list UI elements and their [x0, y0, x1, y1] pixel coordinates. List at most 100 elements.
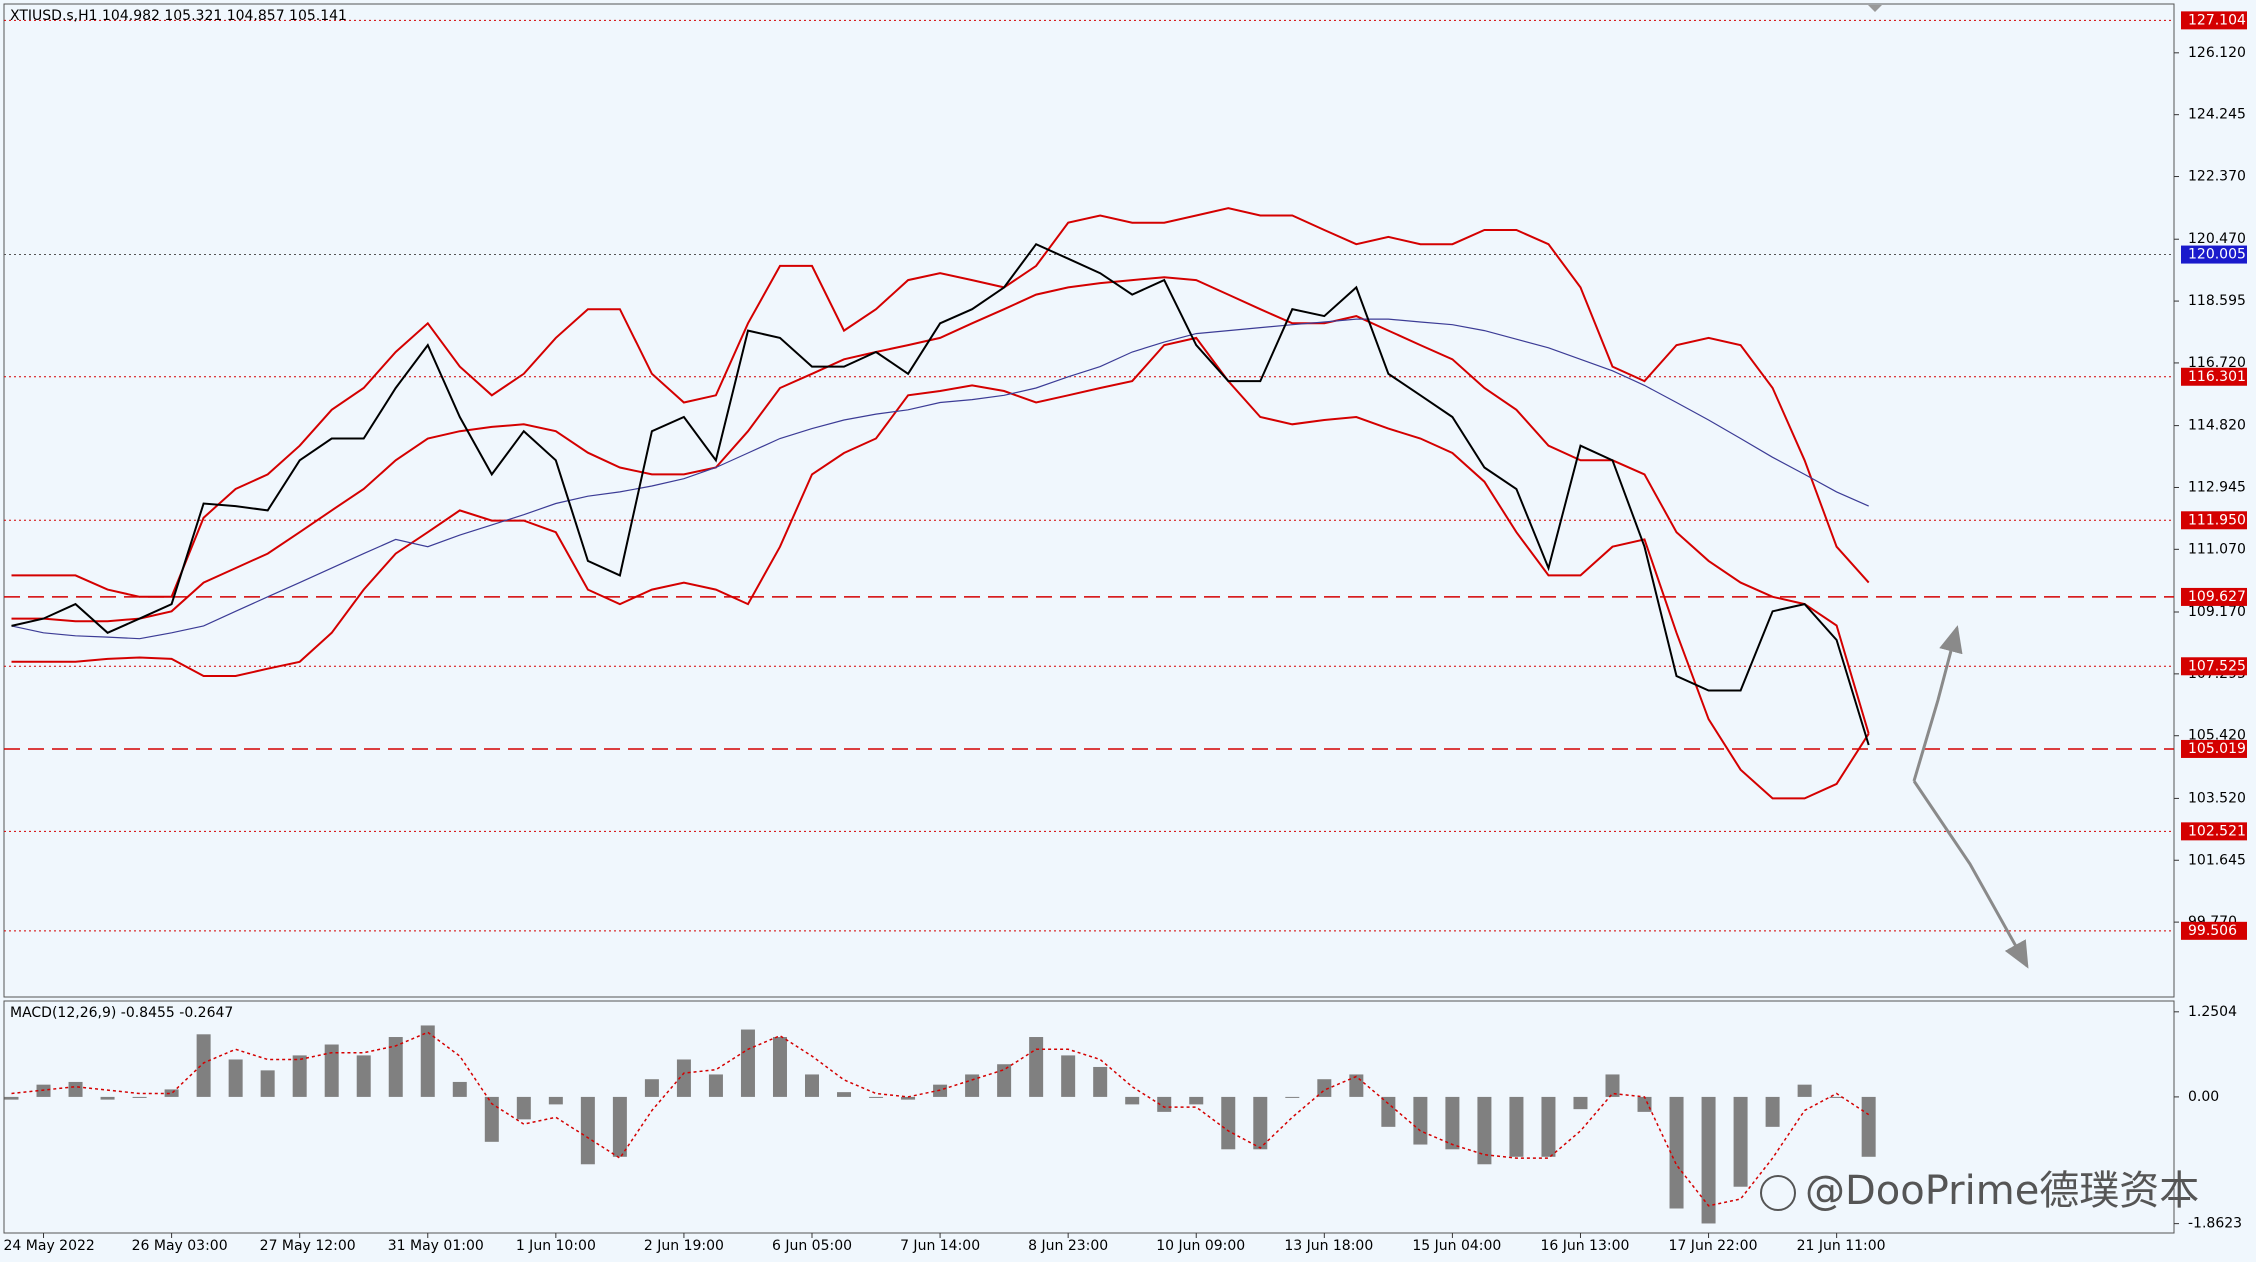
y-tick-label: 0.00 [2188, 1089, 2219, 1105]
price-pane [3, 3, 2175, 998]
histogram-bar [901, 1096, 916, 1100]
histogram-bar [1157, 1096, 1172, 1112]
histogram-bar [68, 1081, 83, 1097]
histogram-bar [869, 1096, 884, 1098]
series-line [11, 276, 1870, 734]
price-layer: 126.120 124.245 122.370 120.470 118.595 116.7… [4, 11, 2247, 940]
histogram-bar [420, 1025, 435, 1097]
y-tick-label: 118.595 [2188, 293, 2246, 309]
histogram-bar [516, 1096, 531, 1120]
histogram-bar [1061, 1055, 1076, 1097]
y-tick-label: 105.420 [2188, 728, 2246, 744]
histogram-bar [1605, 1074, 1620, 1097]
projection-up [1912, 625, 1963, 782]
level-tag [2181, 739, 2247, 758]
histogram-bar [1861, 1096, 1876, 1157]
level-tag [2181, 921, 2247, 940]
macd-pane [3, 1000, 2175, 1234]
histogram-bar [1445, 1096, 1460, 1150]
histogram-bar [676, 1059, 691, 1097]
histogram-bar [1733, 1096, 1748, 1187]
histogram-bar [644, 1079, 659, 1097]
histogram-bar [1381, 1096, 1396, 1127]
histogram-bar [100, 1096, 115, 1100]
histogram-bar [1509, 1096, 1524, 1157]
histogram-bar [1541, 1096, 1556, 1157]
x-tick-label: 6 Jun 05:00 [772, 1238, 852, 1254]
histogram-bar [612, 1096, 627, 1157]
x-tick-label: 7 Jun 14:00 [900, 1238, 980, 1254]
histogram-bar [1637, 1096, 1652, 1112]
histogram-bar [1221, 1096, 1236, 1150]
x-tick-label: 8 Jun 23:00 [1028, 1238, 1108, 1254]
level-tag [2181, 511, 2247, 530]
y-tick-label: 126.120 [2188, 45, 2246, 61]
histogram-bar [548, 1096, 563, 1105]
histogram-bar [772, 1037, 787, 1097]
y-tick-label: 1.2504 [2188, 1004, 2237, 1020]
x-tick-label: 16 Jun 13:00 [1540, 1238, 1629, 1254]
watermark-logo [1760, 1175, 1796, 1211]
y-tick-label: 116.720 [2188, 355, 2246, 371]
x-tick-label: 2 Jun 19:00 [644, 1238, 724, 1254]
series-line [11, 242, 1870, 746]
histogram-bar [164, 1089, 179, 1097]
histogram-bar [997, 1064, 1012, 1097]
level-tag [2181, 11, 2247, 30]
histogram-bar [740, 1029, 755, 1097]
x-tick-label: 13 Jun 18:00 [1284, 1238, 1373, 1254]
histogram-bar [132, 1096, 147, 1098]
histogram-bar [196, 1034, 211, 1097]
level-label: 116.301 [2188, 369, 2246, 385]
level-label: 105.019 [2188, 741, 2246, 757]
y-tick-label: -1.8623 [2188, 1216, 2242, 1232]
x-tick-label: 10 Jun 09:00 [1156, 1238, 1245, 1254]
level-label: 111.950 [2188, 512, 2246, 528]
level-label: 107.525 [2188, 658, 2246, 674]
x-tick-label: 17 Jun 22:00 [1669, 1238, 1758, 1254]
histogram-bar [4, 1096, 19, 1100]
level-label: 127.104 [2188, 12, 2246, 28]
histogram-bar [1093, 1066, 1108, 1097]
level-tag [2181, 657, 2247, 676]
histogram-bar [1765, 1096, 1780, 1127]
histogram-bar [708, 1074, 723, 1097]
histogram-bar [324, 1044, 339, 1097]
y-tick-label: 101.645 [2188, 852, 2246, 868]
level-label: 109.627 [2188, 589, 2246, 605]
histogram-bar [452, 1081, 467, 1097]
histogram-bar [965, 1074, 980, 1097]
scroll-marker [1868, 5, 1882, 12]
x-tick-label: 15 Jun 04:00 [1412, 1238, 1501, 1254]
level-tag [2181, 245, 2247, 264]
projection-down [1912, 780, 2029, 969]
series-line [11, 318, 1869, 640]
price-title: XTIUSD.s,H1 104.982 105.321 104.857 105.… [10, 8, 347, 24]
x-tick-label: 26 May 03:00 [132, 1238, 228, 1254]
histogram-bar [1477, 1096, 1492, 1165]
histogram-bar [1253, 1096, 1268, 1150]
histogram-bar [484, 1096, 499, 1142]
histogram-bar [1573, 1096, 1588, 1110]
histogram-bar [837, 1092, 852, 1097]
histogram-bar [1669, 1096, 1684, 1209]
x-tick-label: 1 Jun 10:00 [516, 1238, 596, 1254]
macd-layer: 1.2504 0.00 -1.8623 [4, 1004, 2242, 1232]
histogram-bar [1189, 1096, 1204, 1105]
y-tick-label: 124.245 [2188, 107, 2246, 123]
histogram-bar [580, 1096, 595, 1165]
level-label: 102.521 [2188, 823, 2246, 839]
y-tick-label: 109.170 [2188, 604, 2246, 620]
histogram-bar [388, 1037, 403, 1097]
level-tag [2181, 367, 2247, 386]
y-tick-label: 112.945 [2188, 479, 2246, 495]
x-tick-label: 24 May 2022 [4, 1238, 95, 1254]
x-tick-label: 21 Jun 11:00 [1797, 1238, 1886, 1254]
histogram-bar [805, 1074, 819, 1097]
histogram-bar [1797, 1084, 1812, 1097]
x-tick-label: 31 May 01:00 [388, 1238, 484, 1254]
histogram-bar [260, 1070, 275, 1097]
